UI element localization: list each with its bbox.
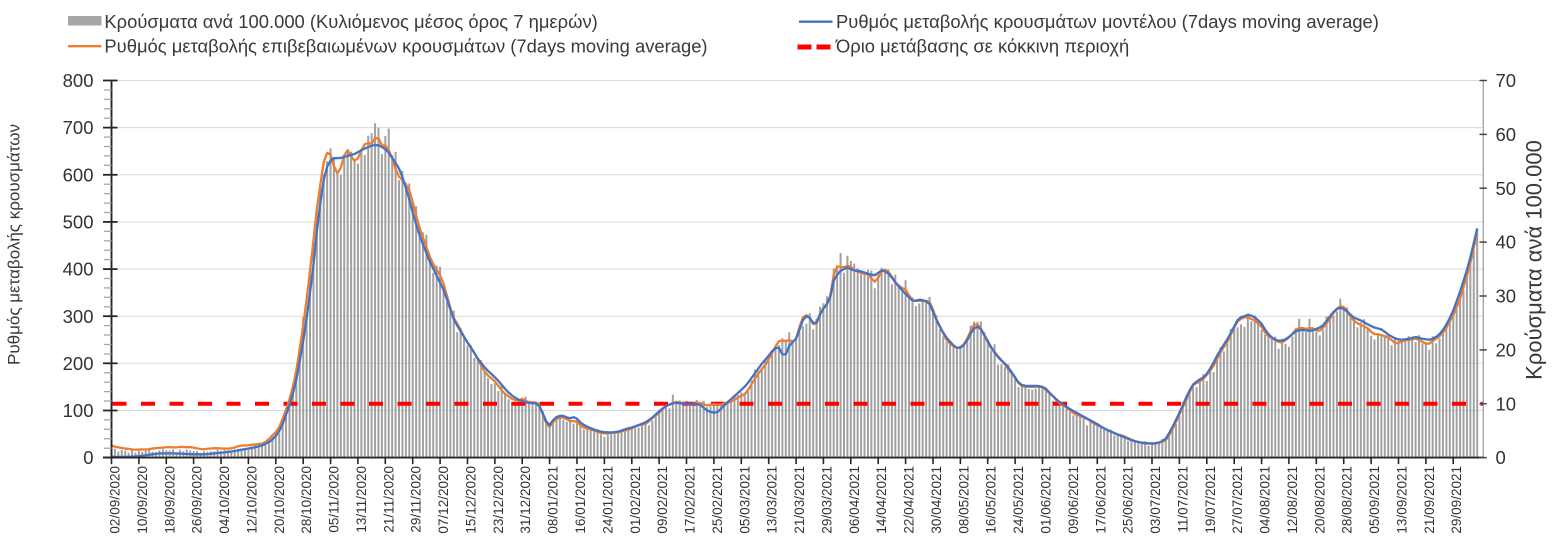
svg-text:26/09/2020: 26/09/2020	[190, 466, 205, 534]
svg-text:31/12/2020: 31/12/2020	[518, 466, 533, 534]
svg-text:400: 400	[63, 259, 94, 280]
svg-text:13/09/2021: 13/09/2021	[1395, 466, 1410, 534]
svg-text:09/02/2021: 09/02/2021	[655, 466, 670, 534]
svg-text:20/10/2020: 20/10/2020	[272, 466, 287, 534]
svg-text:12/10/2020: 12/10/2020	[244, 466, 259, 534]
svg-text:15/12/2020: 15/12/2020	[464, 466, 479, 534]
svg-text:60: 60	[1496, 124, 1517, 145]
svg-text:25/06/2021: 25/06/2021	[1121, 466, 1136, 534]
svg-text:02/09/2020: 02/09/2020	[108, 466, 123, 534]
svg-text:100: 100	[63, 400, 94, 421]
svg-text:20/08/2021: 20/08/2021	[1312, 466, 1327, 534]
svg-text:Όριο μετάβασης σε κόκκινη περι: Όριο μετάβασης σε κόκκινη περιοχή	[835, 35, 1129, 56]
svg-text:16/05/2021: 16/05/2021	[984, 466, 999, 534]
svg-text:13/03/2021: 13/03/2021	[765, 466, 780, 534]
svg-text:30/04/2021: 30/04/2021	[929, 466, 944, 534]
svg-text:300: 300	[63, 306, 94, 327]
svg-text:08/05/2021: 08/05/2021	[956, 466, 971, 534]
svg-text:29/11/2020: 29/11/2020	[409, 466, 424, 533]
svg-text:08/01/2021: 08/01/2021	[546, 466, 561, 534]
svg-text:Κρούσματα ανά 100.000 (Κυλιόμ: Κρούσματα ανά 100.000 (Κυλιόμενος μέσος …	[104, 11, 597, 32]
svg-text:Ρυθμός μεταβολής κρουσμάτων μο: Ρυθμός μεταβολής κρουσμάτων μοντέλου (7d…	[836, 11, 1379, 32]
svg-text:Κρούσματα ανά 100.000: Κρούσματα ανά 100.000	[1522, 140, 1547, 380]
svg-text:07/12/2020: 07/12/2020	[436, 466, 451, 534]
svg-text:10: 10	[1496, 393, 1517, 414]
svg-text:22/04/2021: 22/04/2021	[902, 466, 917, 534]
svg-text:30: 30	[1496, 286, 1517, 307]
svg-text:28/08/2021: 28/08/2021	[1340, 466, 1355, 534]
svg-text:200: 200	[63, 353, 94, 374]
svg-text:18/09/2020: 18/09/2020	[162, 466, 177, 534]
svg-text:600: 600	[63, 164, 94, 185]
svg-text:50: 50	[1496, 178, 1517, 199]
svg-text:16/01/2021: 16/01/2021	[573, 466, 588, 534]
svg-text:24/01/2021: 24/01/2021	[600, 466, 615, 534]
svg-text:70: 70	[1496, 70, 1517, 91]
svg-text:21/03/2021: 21/03/2021	[792, 466, 807, 534]
svg-text:27/07/2021: 27/07/2021	[1230, 466, 1245, 534]
svg-text:13/11/2020: 13/11/2020	[354, 466, 369, 533]
svg-text:06/04/2021: 06/04/2021	[847, 466, 862, 534]
svg-text:24/05/2021: 24/05/2021	[1011, 466, 1026, 534]
svg-text:25/02/2021: 25/02/2021	[710, 466, 725, 534]
svg-text:700: 700	[63, 117, 94, 138]
svg-text:500: 500	[63, 212, 94, 233]
svg-text:17/06/2021: 17/06/2021	[1093, 466, 1108, 534]
svg-text:09/06/2021: 09/06/2021	[1066, 466, 1081, 534]
svg-text:Ρυθμός μεταβολής επιβεβαιωμένω: Ρυθμός μεταβολής επιβεβαιωμένων κρουσμάτ…	[104, 35, 707, 56]
svg-text:20: 20	[1496, 340, 1517, 361]
svg-text:01/02/2021: 01/02/2021	[628, 466, 643, 534]
svg-text:01/06/2021: 01/06/2021	[1039, 466, 1054, 534]
svg-text:0: 0	[83, 447, 93, 468]
svg-text:800: 800	[63, 70, 94, 91]
svg-text:05/03/2021: 05/03/2021	[737, 466, 752, 534]
svg-text:11/07/2021: 11/07/2021	[1175, 466, 1190, 533]
svg-text:14/04/2021: 14/04/2021	[874, 466, 889, 534]
svg-text:23/12/2020: 23/12/2020	[491, 466, 506, 534]
svg-text:0: 0	[1496, 447, 1506, 468]
svg-text:28/10/2020: 28/10/2020	[299, 466, 314, 534]
svg-text:04/10/2020: 04/10/2020	[217, 466, 232, 534]
svg-text:12/08/2021: 12/08/2021	[1285, 466, 1300, 534]
svg-text:19/07/2021: 19/07/2021	[1203, 466, 1218, 534]
svg-text:05/11/2020: 05/11/2020	[327, 466, 342, 533]
svg-text:Ρυθμός μεταβολής κρουσμάτων: Ρυθμός μεταβολής κρουσμάτων	[5, 124, 24, 365]
svg-text:21/11/2020: 21/11/2020	[381, 466, 396, 533]
svg-text:05/09/2021: 05/09/2021	[1367, 466, 1382, 534]
svg-text:17/02/2021: 17/02/2021	[683, 466, 698, 534]
svg-text:04/08/2021: 04/08/2021	[1258, 466, 1273, 534]
svg-text:29/09/2021: 29/09/2021	[1449, 466, 1464, 534]
svg-text:40: 40	[1496, 232, 1517, 253]
svg-text:21/09/2021: 21/09/2021	[1422, 466, 1437, 534]
svg-text:29/03/2021: 29/03/2021	[819, 466, 834, 534]
svg-text:10/09/2020: 10/09/2020	[135, 466, 150, 534]
svg-text:03/07/2021: 03/07/2021	[1148, 466, 1163, 534]
